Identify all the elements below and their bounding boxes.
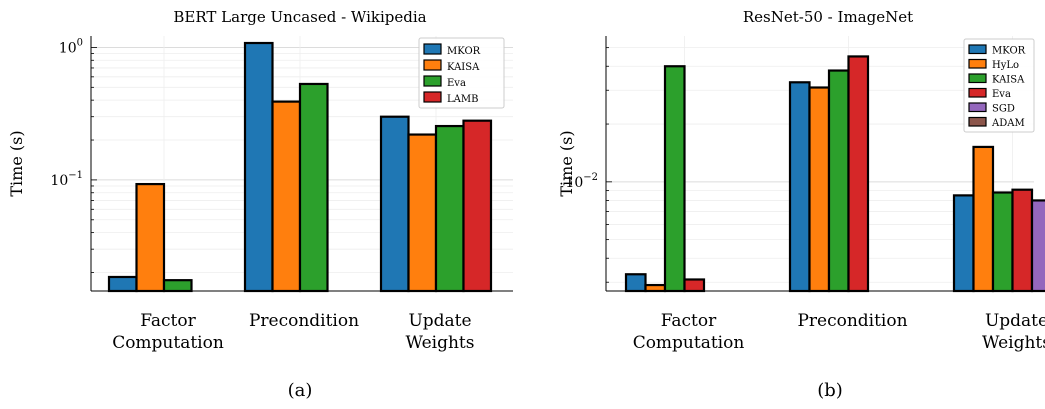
x-tick-label: Factor [661, 311, 717, 331]
y-tick-exponent: −2 [583, 172, 598, 183]
chart-title: BERT Large Uncased - Wikipedia [173, 8, 426, 26]
legend-label-sgd: SGD [992, 104, 1015, 115]
x-tick-label: Weights [982, 333, 1045, 353]
legend-swatch-eva [423, 75, 442, 87]
bar-kaisa-3 [407, 133, 438, 293]
legend-label-kaisa: KAISA [992, 75, 1025, 86]
legend-label-hylo: HyLo [992, 60, 1019, 71]
x-tick-label: Weights [406, 333, 475, 353]
bar-kaisa-2 [827, 69, 850, 293]
legend-swatch-lamb [423, 91, 442, 103]
legend-label-lamb: LAMB [447, 94, 478, 105]
y-axis-label: Time (s) [7, 130, 26, 196]
bar-mkor-2 [788, 81, 811, 293]
legend-swatch-mkor [968, 44, 987, 55]
y-tick-label: 10−1 [50, 170, 83, 189]
x-tick-label: Precondition [249, 311, 359, 331]
bar-hylo-3 [972, 145, 995, 293]
bar-hylo-1 [644, 283, 667, 293]
bar-kaisa-1 [663, 65, 686, 293]
bar-eva-1 [162, 279, 193, 293]
x-tick-label: Computation [112, 333, 224, 353]
bar-mkor-1 [107, 275, 138, 293]
bar-mkor-1 [624, 273, 647, 293]
bar-eva-2 [847, 55, 870, 293]
panel-label: (a) [288, 380, 313, 401]
legend-swatch-hylo [968, 58, 987, 69]
y-tick-base: 10 [59, 40, 77, 56]
legend-label-eva: Eva [447, 78, 466, 89]
y-axis-label: Time (s) [557, 130, 576, 196]
y-tick-exponent: 0 [77, 37, 83, 48]
legend-swatch-eva [968, 87, 987, 98]
legend-label-adam: ADAM [991, 118, 1025, 129]
legend-box [418, 37, 505, 109]
legend-swatch-sgd [968, 102, 987, 113]
x-tick-label: Factor [140, 311, 196, 331]
y-tick-label: 10−2 [565, 172, 598, 191]
y-tick-base: 10 [565, 175, 583, 191]
bar-eva-3 [1011, 188, 1034, 293]
bar-kaisa-1 [135, 182, 166, 293]
x-tick-label: Computation [633, 333, 745, 353]
bar-lamb-3 [462, 119, 493, 293]
legend-swatch-mkor [423, 43, 442, 55]
legend-swatch-kaisa [968, 73, 987, 84]
y-tick-base: 10 [50, 173, 68, 189]
bar-sgd-3 [1030, 199, 1045, 293]
bars [107, 41, 493, 293]
legend: MKOR HyLo KAISA Eva SGD ADAM [963, 38, 1035, 133]
legend: MKOR KAISA Eva LAMB [418, 37, 505, 109]
panel-label: (b) [817, 380, 843, 401]
bar-mkor-3 [379, 115, 410, 293]
bar-kaisa-3 [991, 191, 1014, 293]
bar-mkor-2 [243, 41, 274, 293]
x-tick-label: Update [408, 311, 471, 331]
bar-mkor-3 [952, 194, 975, 293]
bar-eva-1 [683, 278, 706, 293]
chart-title: ResNet-50 - ImageNet [743, 8, 913, 26]
legend-swatch-kaisa [423, 59, 442, 71]
bar-kaisa-2 [271, 100, 302, 293]
bar-hylo-2 [808, 86, 831, 293]
y-tick-exponent: −1 [68, 170, 83, 181]
legend-label-eva: Eva [992, 89, 1011, 100]
legend-swatch-adam [968, 116, 987, 127]
x-tick-label: Precondition [797, 311, 907, 331]
bar-eva-3 [434, 124, 465, 293]
legend-label-mkor: MKOR [992, 46, 1026, 57]
y-tick-label: 100 [59, 37, 83, 56]
legend-label-mkor: MKOR [447, 46, 481, 57]
legend-label-kaisa: KAISA [447, 62, 480, 73]
x-tick-label: Update [985, 311, 1045, 331]
bar-eva-2 [298, 82, 329, 293]
